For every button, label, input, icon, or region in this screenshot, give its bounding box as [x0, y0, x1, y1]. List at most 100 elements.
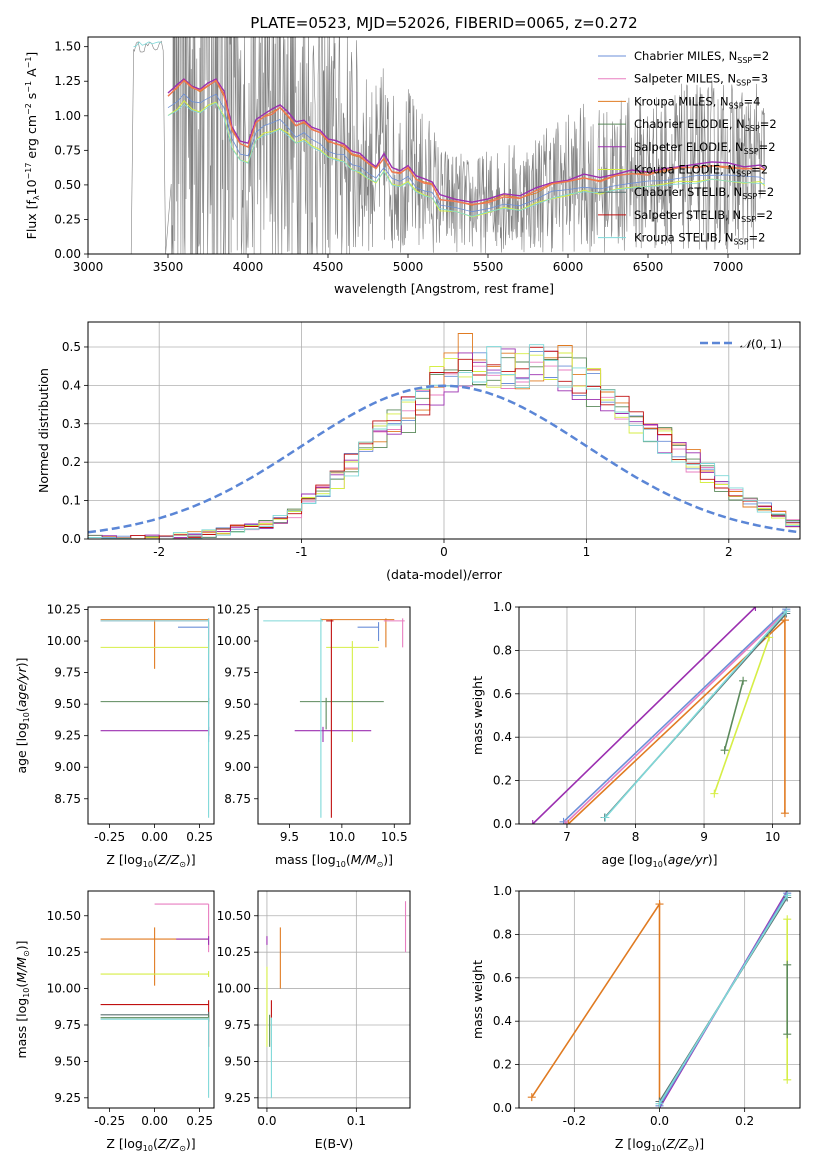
- y-axis-label: Normed distribution: [36, 368, 51, 493]
- legend-subscript: SSP: [742, 192, 757, 201]
- x-tick-label: 3500: [153, 260, 184, 274]
- massweight-vs-Z-plot-area: [527, 891, 792, 1108]
- age-vs-mass-plot-area: [263, 618, 405, 818]
- axes-frame: [518, 606, 801, 825]
- data-marker: [782, 607, 791, 616]
- residuals-panel: [84, 321, 801, 543]
- legend-subscript: SSP: [737, 56, 752, 65]
- legend-value: =2: [749, 231, 766, 245]
- y-tick-label: 0.4: [493, 1014, 512, 1028]
- x-axis-label: E(B-V): [315, 1136, 354, 1151]
- data-marker: [751, 607, 760, 611]
- data-marker: [720, 746, 729, 755]
- legend-entry: Chabrier STELIB, NSSP=2: [634, 185, 774, 201]
- y-tick-label: 0.25: [54, 212, 81, 226]
- y-tick-label: 9.25: [224, 1091, 251, 1105]
- y-axis-label: mass weight: [470, 676, 485, 755]
- legend-entry: Salpeter STELIB, NSSP=2: [634, 208, 773, 224]
- axes-frame: [257, 606, 411, 825]
- y-tick-label: 0.75: [54, 143, 81, 157]
- y-axis-label: Flux [fλ10−17 erg cm−2 s−1 A−1]: [24, 52, 41, 240]
- x-axis-label: Z [log10(Z/Z⊙)]: [106, 852, 195, 869]
- x-tick-label: 7: [563, 830, 571, 844]
- legend-entry: Salpeter MILES, NSSP=3: [634, 72, 768, 88]
- y-tick-label: 0.6: [493, 971, 512, 985]
- x-axis-label: wavelength [Angstrom, rest frame]: [334, 281, 554, 296]
- axes-frame: [87, 606, 215, 825]
- y-tick-label: 9.75: [54, 1018, 81, 1032]
- chart-title: PLATE=0523, MJD=52026, FIBERID=0065, z=0…: [250, 14, 637, 32]
- legend-value: =2: [760, 117, 777, 131]
- mass-vs-EBV-plot-area: [266, 901, 407, 1098]
- x-tick-label: 10.5: [381, 830, 408, 844]
- legend-entry: Chabrier MILES, NSSP=2: [634, 49, 769, 65]
- y-tick-label: 1.25: [54, 74, 81, 88]
- series-line-salpeter-miles: [564, 610, 787, 824]
- x-tick-label: 10.0: [329, 830, 356, 844]
- x-tick-label: -1: [296, 545, 308, 559]
- mass-vs-EBV-panel: [254, 890, 411, 1112]
- y-tick-label: 9.50: [224, 1054, 251, 1068]
- legend-entry: 𝒩(0, 1): [740, 337, 782, 351]
- y-tick-label: 9.75: [54, 666, 81, 680]
- y-tick-label: 8.75: [224, 792, 251, 806]
- legend-value: =2: [751, 163, 768, 177]
- y-tick-label: 10.25: [47, 603, 81, 617]
- series-line-kroupa-stelib: [658, 894, 788, 1105]
- age-vs-mass-panel: [254, 606, 411, 828]
- legend-subscript: SSP: [729, 101, 744, 110]
- y-tick-label: 1.50: [54, 40, 81, 54]
- x-tick-label: 4000: [233, 260, 264, 274]
- histogram-kroupa-stelib: [88, 344, 800, 539]
- x-tick-label: 0.00: [141, 830, 168, 844]
- y-axis-label: mass weight: [470, 960, 485, 1039]
- y-tick-label: 1.00: [54, 109, 81, 123]
- massweight-vs-Z-panel: [515, 890, 801, 1112]
- x-tick-label: 0.2: [735, 1114, 754, 1128]
- y-tick-label: 9.50: [224, 697, 251, 711]
- model-line-fit: [167, 79, 766, 206]
- y-tick-label: 9.50: [54, 697, 81, 711]
- data-marker: [528, 820, 537, 824]
- age-vs-Z-plot-area: [100, 618, 210, 818]
- x-tick-label: 6500: [633, 260, 664, 274]
- x-tick-label: 1: [583, 545, 591, 559]
- legend-entry: Chabrier ELODIE, NSSP=2: [634, 117, 777, 133]
- y-axis-label: mass [log10(M/M⊙)]: [14, 940, 31, 1058]
- data-marker: [710, 789, 719, 798]
- y-tick-label: 0.1: [62, 494, 81, 508]
- legend-value: =4: [744, 94, 761, 108]
- x-tick-label: 4500: [313, 260, 344, 274]
- massweight-vs-age-plot-area: [528, 607, 791, 824]
- data-marker: [739, 676, 748, 685]
- legend-subscript: SSP: [736, 170, 751, 179]
- data-spectrum-line: [120, 37, 765, 254]
- y-tick-label: 9.75: [224, 666, 251, 680]
- x-tick-label: -0.2: [563, 1114, 586, 1128]
- data-marker: [780, 616, 789, 625]
- x-tick-label: 7000: [713, 260, 744, 274]
- series-line-chabrier-elodie: [723, 680, 744, 751]
- y-tick-label: 0.3: [62, 417, 81, 431]
- legend-value: =2: [752, 49, 769, 63]
- y-tick-label: 10.25: [217, 603, 251, 617]
- mass-vs-Z-plot-area: [100, 903, 210, 1098]
- y-tick-label: 9.00: [54, 760, 81, 774]
- y-tick-label: 0.00: [54, 247, 81, 261]
- y-tick-label: 0.50: [54, 178, 81, 192]
- legend-value: =2: [757, 185, 774, 199]
- data-marker: [783, 915, 792, 924]
- series-line-kroupa-stelib: [604, 610, 787, 819]
- x-tick-label: 8: [632, 830, 640, 844]
- x-tick-label: -0.25: [94, 830, 125, 844]
- series-line-kroupa-elodie: [713, 637, 770, 794]
- y-tick-label: 10.25: [47, 945, 81, 959]
- data-marker: [765, 633, 774, 642]
- x-tick-label: 5000: [393, 260, 424, 274]
- mass-vs-Z-panel: [84, 890, 215, 1112]
- x-tick-label: 0.00: [141, 1114, 168, 1128]
- legend-subscript: SSP: [734, 238, 749, 247]
- age-vs-Z-panel: [84, 606, 215, 828]
- x-tick-label: 5500: [473, 260, 504, 274]
- x-tick-label: 0.0: [650, 1114, 669, 1128]
